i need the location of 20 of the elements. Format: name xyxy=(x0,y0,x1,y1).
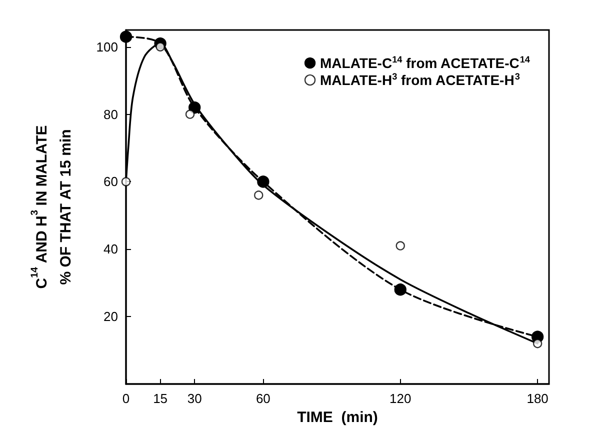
point xyxy=(120,30,132,43)
point xyxy=(532,338,542,348)
x-tick-label: 30 xyxy=(187,391,202,406)
point xyxy=(257,176,270,188)
point xyxy=(254,190,264,200)
point xyxy=(185,110,195,119)
x-tick-label: 60 xyxy=(256,391,270,406)
point xyxy=(394,284,406,296)
x-tick-label: 15 xyxy=(153,391,168,406)
y-tick-label: 60 xyxy=(104,174,118,190)
point xyxy=(188,101,201,114)
x-tick-label: 0 xyxy=(122,391,130,406)
x-tick-label: 120 xyxy=(390,391,412,406)
x-tick-label: 180 xyxy=(526,391,548,406)
y-tick-label: 80 xyxy=(104,106,118,122)
y-tick-label: 40 xyxy=(104,242,118,257)
y-tick-label: 100 xyxy=(96,39,118,54)
x-axis-title: TIME (min) xyxy=(297,409,378,426)
point xyxy=(396,241,405,250)
y-tick-label: 20 xyxy=(104,309,118,324)
